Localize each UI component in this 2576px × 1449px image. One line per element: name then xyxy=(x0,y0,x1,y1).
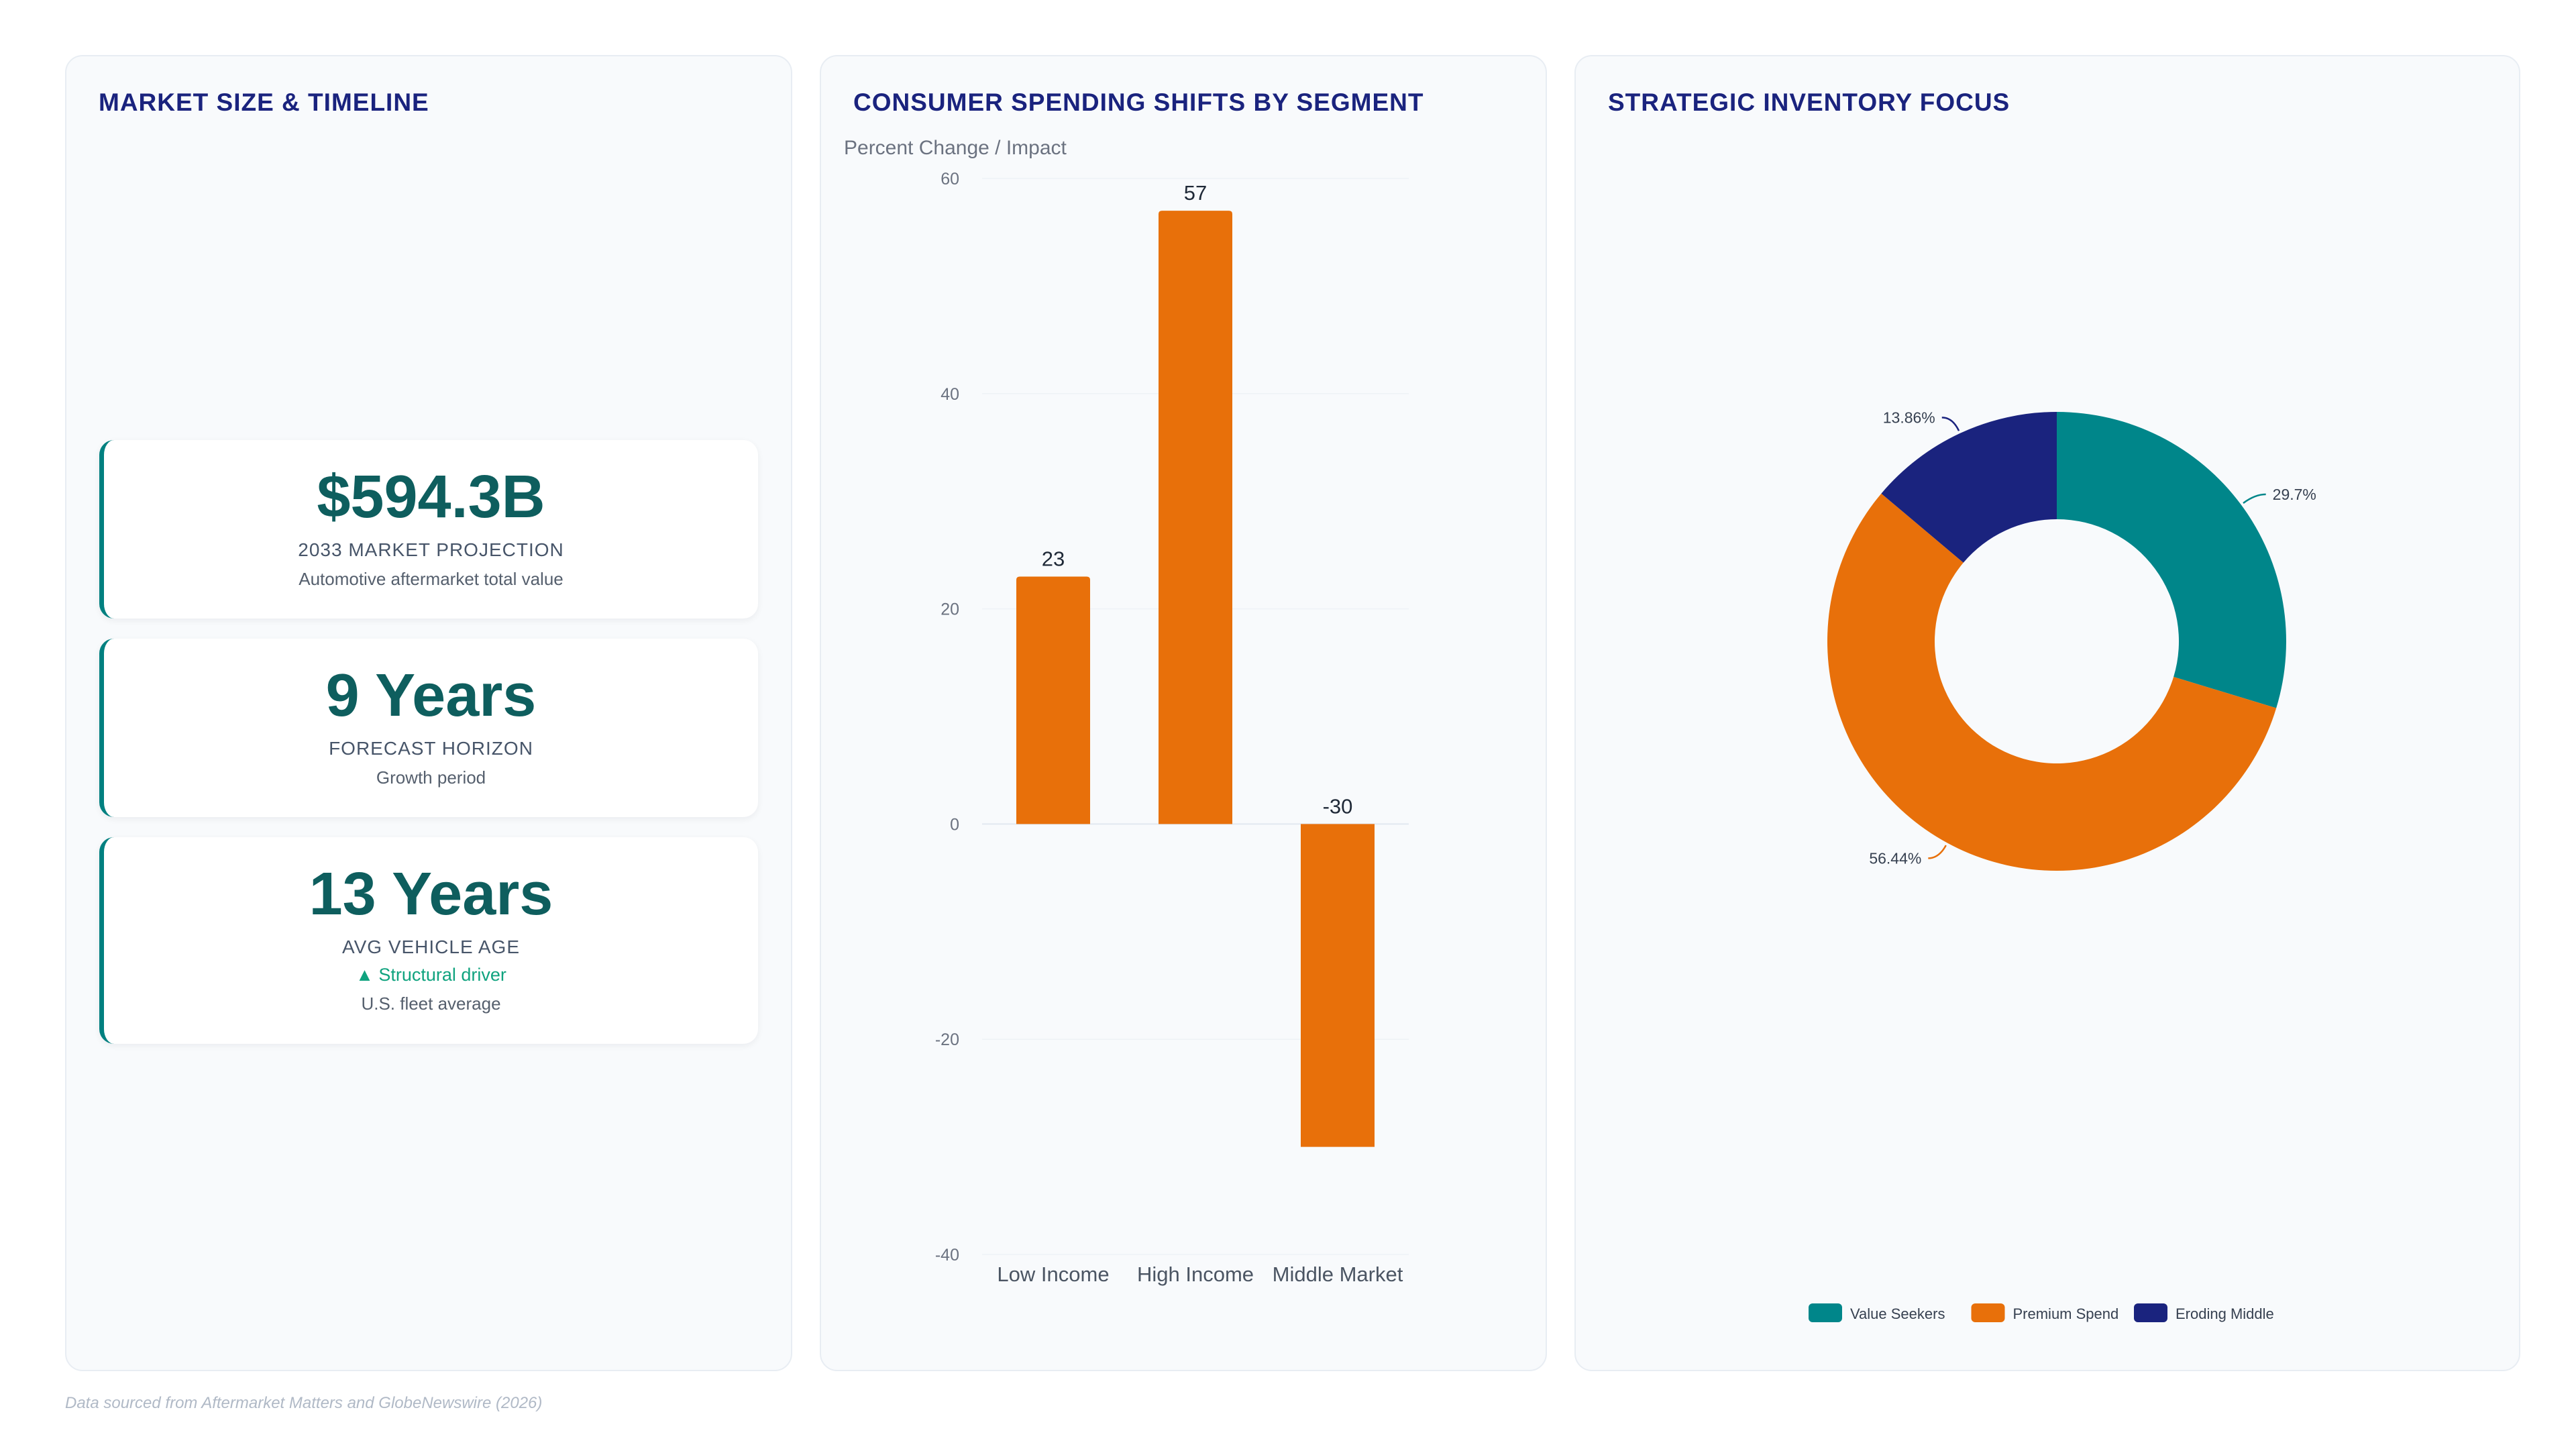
spending-panel-title: CONSUMER SPENDING SHIFTS BY SEGMENT xyxy=(853,89,1424,116)
donut-slice-value-seekers xyxy=(2057,412,2286,708)
kpi-subtext: U.S. fleet average xyxy=(361,994,501,1014)
y-tick-label: -20 xyxy=(935,1030,959,1049)
legend-swatch xyxy=(2134,1303,2167,1322)
y-tick-label: 0 xyxy=(950,815,959,834)
x-tick-label: Middle Market xyxy=(1273,1263,1403,1286)
market-panel-title: MARKET SIZE & TIMELINE xyxy=(99,89,429,116)
bar-data-label: 23 xyxy=(1042,547,1065,570)
bar-middle-market xyxy=(1301,824,1375,1147)
kpi-value: $594.3B xyxy=(317,464,545,531)
slice-leader-line xyxy=(1941,417,1960,431)
spending-bar-chart: Percent Change / Impact 60 40 20 0 -20 -40 23 Lo… xyxy=(844,137,1409,1286)
bar-data-label: -30 xyxy=(1323,794,1353,818)
x-tick-label: High Income xyxy=(1137,1263,1254,1286)
slice-percent-label: 13.86% xyxy=(1883,409,1935,426)
slice-leader-line xyxy=(1928,845,1947,859)
bar-high-income xyxy=(1159,211,1232,824)
inventory-panel: STRATEGIC INVENTORY FOCUS 29.7% 56.44% 13.… xyxy=(1574,55,2520,1371)
bar-data-label: 57 xyxy=(1184,181,1207,205)
legend-swatch xyxy=(1809,1303,1842,1322)
y-axis-label: Percent Change / Impact xyxy=(844,137,1067,159)
y-tick-label: 20 xyxy=(941,600,959,619)
kpi-label: AVG VEHICLE AGE xyxy=(341,936,521,957)
x-tick-label: Low Income xyxy=(997,1263,1109,1286)
inventory-donut-chart: 29.7% 56.44% 13.86% Value Seekers Premium Sp… xyxy=(1809,409,2316,1322)
kpi-trend-indicator: ▲ Structural driver xyxy=(356,965,506,985)
slice-percent-label: 29.7% xyxy=(2273,486,2316,503)
inventory-panel-title: STRATEGIC INVENTORY FOCUS xyxy=(1608,89,2010,116)
donut-slice-eroding-middle xyxy=(1881,412,2057,563)
bar-low-income xyxy=(1016,576,1090,824)
kpi-value: 13 Years xyxy=(309,861,553,928)
legend-label: Eroding Middle xyxy=(2176,1305,2274,1322)
kpi-label: 2033 MARKET PROJECTION xyxy=(298,539,564,560)
data-source-footnote: Data sourced from Aftermarket Matters an… xyxy=(65,1394,543,1412)
y-tick-label: 60 xyxy=(941,170,959,189)
legend-label: Premium Spend xyxy=(2013,1305,2119,1322)
slice-percent-label: 56.44% xyxy=(1869,849,1921,867)
market-size-panel: MARKET SIZE & TIMELINE $594.3B 2033 MARK… xyxy=(65,55,792,1371)
kpi-subtext: Growth period xyxy=(376,767,486,788)
legend-label: Value Seekers xyxy=(1850,1305,1945,1322)
spending-panel: CONSUMER SPENDING SHIFTS BY SEGMENT Perc… xyxy=(820,55,1547,1371)
y-tick-label: 40 xyxy=(941,385,959,404)
slice-leader-line xyxy=(2243,493,2266,504)
y-tick-label: -40 xyxy=(935,1246,959,1265)
donut-slice-premium-spend xyxy=(1827,493,2277,871)
kpi-card-market-projection: $594.3B 2033 MARKET PROJECTION Automotiv… xyxy=(99,440,758,619)
kpi-card-forecast-horizon: 9 Years FORECAST HORIZON Growth period xyxy=(99,639,758,817)
kpi-card-vehicle-age: 13 Years AVG VEHICLE AGE ▲ Structural dr… xyxy=(99,837,758,1044)
kpi-subtext: Automotive aftermarket total value xyxy=(299,569,564,589)
kpi-label: FORECAST HORIZON xyxy=(329,738,533,759)
legend-swatch xyxy=(1971,1303,2005,1322)
kpi-value: 9 Years xyxy=(325,662,537,729)
